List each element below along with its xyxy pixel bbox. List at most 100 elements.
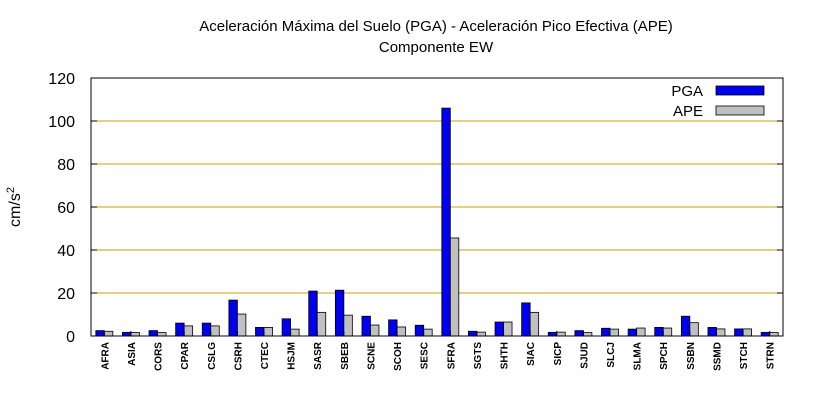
bar-ape-sasr	[316, 311, 327, 337]
x-tick-label: SPCH	[659, 342, 670, 370]
y-tick-label: 20	[57, 286, 75, 303]
x-tick-label: SJUD	[579, 342, 590, 369]
x-tick-label: CORS	[154, 342, 165, 371]
bar-pga-sgts	[468, 330, 478, 337]
x-tick-label: CPAR	[180, 341, 191, 369]
x-tick-label: SCNE	[366, 342, 377, 370]
bar-pga-slcj	[601, 327, 611, 337]
y-tick-label: 80	[57, 157, 75, 174]
legend-label-pga: PGA	[671, 83, 703, 100]
bar-pga-sfra	[441, 107, 451, 337]
bar-pga-strn	[760, 331, 771, 337]
bar-ape-slcj	[609, 328, 619, 337]
bar-pga-spch	[654, 326, 664, 337]
y-axis-label-superscript: 2	[5, 187, 17, 193]
bar-ape-sesc	[423, 328, 433, 337]
legend-swatch-ape	[715, 105, 765, 116]
bar-ape-ctec	[263, 326, 273, 337]
legend: PGA APE	[671, 83, 765, 120]
x-tick-label: SSBN	[686, 342, 697, 370]
legend-label-ape: APE	[673, 103, 703, 120]
bar-ape-ssmd	[716, 328, 726, 337]
bar-pga-ssmd	[707, 326, 717, 337]
bar-ape-spch	[662, 327, 673, 337]
y-axis-label-text: cm/s	[7, 193, 24, 227]
bar-pga-ssbn	[680, 315, 691, 337]
bar-ape-sbeb	[343, 314, 353, 337]
x-tick-label: SHTH	[500, 342, 511, 369]
x-tick-label: CSRH	[233, 342, 244, 370]
bar-ape-sjud	[582, 332, 593, 337]
x-tick-label: SICP	[553, 342, 564, 366]
bar-ape-cors	[157, 332, 167, 337]
x-tick-label: ASIA	[127, 342, 138, 366]
bar-pga-hsjm	[281, 318, 292, 337]
x-tick-label: SESC	[420, 342, 431, 369]
plot-border	[90, 77, 784, 337]
bar-ape-siac	[529, 311, 540, 337]
x-tick-label: SIAC	[526, 342, 537, 366]
bar-ape-sgts	[476, 331, 486, 337]
bar-pga-csrh	[228, 299, 238, 337]
bar-ape-cslg	[210, 325, 220, 337]
chart-subtitle: Componente EW	[379, 39, 494, 56]
x-tick-label: STCH	[739, 342, 750, 369]
x-tick-label: SASR	[313, 341, 324, 370]
x-tick-label: SLMA	[633, 342, 644, 370]
y-tick-label: 0	[66, 329, 75, 346]
bar-pga-cslg	[201, 322, 212, 337]
bar-ape-scne	[370, 324, 380, 337]
bar-pga-scne	[361, 315, 371, 337]
x-tick-label: SSMD	[712, 342, 723, 371]
x-tick-label: STRN	[766, 342, 777, 369]
axes: 0 20 40 60 80 100 120 AFRA ASIA CORS CPAR CSLG CSRH C…	[48, 71, 784, 371]
bar-ape-sicp	[556, 331, 566, 337]
bar-pga-sicp	[547, 331, 558, 337]
y-axis-label: cm/s2	[5, 187, 24, 227]
y-tick-label: 100	[48, 114, 75, 131]
legend-swatch-pga	[715, 85, 765, 96]
bar-ape-strn	[769, 332, 779, 337]
bars	[95, 107, 779, 337]
bar-ape-stch	[742, 328, 752, 337]
y-tick-label: 120	[48, 71, 75, 88]
bar-pga-sbeb	[334, 289, 345, 337]
chart-title: Aceleración Máxima del Suelo (PGA) - Ace…	[199, 18, 673, 35]
bar-ape-csrh	[236, 313, 247, 337]
bar-ape-sfra	[449, 237, 460, 337]
bar-pga-slma	[627, 328, 638, 337]
bar-pga-sesc	[414, 324, 425, 337]
bar-pga-afra	[95, 330, 105, 337]
x-tick-label: SCOH	[393, 342, 404, 371]
bar-pga-ctec	[255, 326, 265, 337]
bar-pga-cpar	[175, 322, 185, 337]
bar-ape-afra	[103, 330, 114, 337]
bar-pga-shth	[494, 321, 504, 337]
x-tick-label: CSLG	[207, 342, 218, 370]
x-tick-label: AFRA	[100, 342, 111, 370]
grid-lines	[91, 120, 783, 294]
x-tick-label: HSJM	[287, 342, 298, 370]
bar-ape-hsjm	[290, 328, 300, 337]
bar-ape-shth	[503, 321, 513, 337]
x-tick-label: SBEB	[340, 342, 351, 370]
y-tick-label: 60	[57, 200, 75, 217]
bar-ape-slma	[636, 327, 646, 337]
bar-ape-ssbn	[689, 322, 699, 337]
bar-ape-scoh	[396, 326, 406, 337]
bar-pga-asia	[122, 331, 132, 337]
y-tick-label: 40	[57, 243, 75, 260]
bar-ape-cpar	[183, 325, 194, 337]
x-tick-label: SFRA	[446, 342, 457, 369]
bar-pga-sasr	[308, 290, 318, 337]
bar-pga-sjud	[574, 330, 584, 337]
bar-pga-siac	[521, 302, 531, 337]
x-tick-label: SGTS	[473, 342, 484, 370]
x-tick-label: CTEC	[260, 342, 271, 369]
x-tick-label: SLCJ	[606, 342, 617, 368]
bar-pga-cors	[148, 330, 158, 337]
bar-pga-scoh	[388, 319, 398, 337]
bar-ape-asia	[130, 332, 140, 337]
